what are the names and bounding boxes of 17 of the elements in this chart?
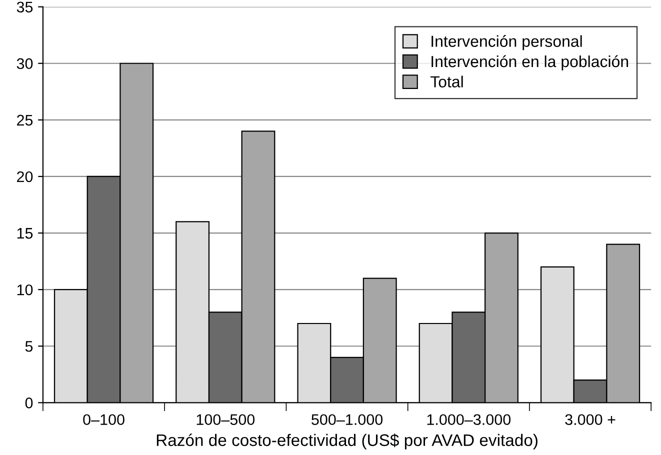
y-tick-label: 10 bbox=[17, 284, 33, 296]
y-tick-label: 30 bbox=[16, 58, 33, 70]
y-tick-label: 0 bbox=[25, 398, 33, 408]
x-tick-label: 0–100 bbox=[83, 414, 124, 426]
y-tick-label: 25 bbox=[17, 114, 33, 126]
y-tick-label: 35 bbox=[16, 2, 33, 13]
x-tick-label: 500–1.000 bbox=[312, 414, 383, 426]
x-tick-label: 3.000 + bbox=[565, 414, 616, 426]
y-tick-label: 5 bbox=[25, 341, 33, 352]
legend-label: Intervención personal bbox=[432, 35, 582, 50]
legend-label: Intervención en la población bbox=[432, 55, 628, 70]
legend-label: Total bbox=[430, 76, 463, 88]
x-tick-label: 100–500 bbox=[196, 414, 255, 426]
y-tick-label: 15 bbox=[17, 228, 33, 239]
x-axis-title: Razón de costo-efectividad (US$ por AVAD evitado) bbox=[156, 434, 538, 450]
x-tick-label: 1.000–3.000 bbox=[427, 414, 511, 426]
y-tick-label: 20 bbox=[17, 171, 33, 182]
